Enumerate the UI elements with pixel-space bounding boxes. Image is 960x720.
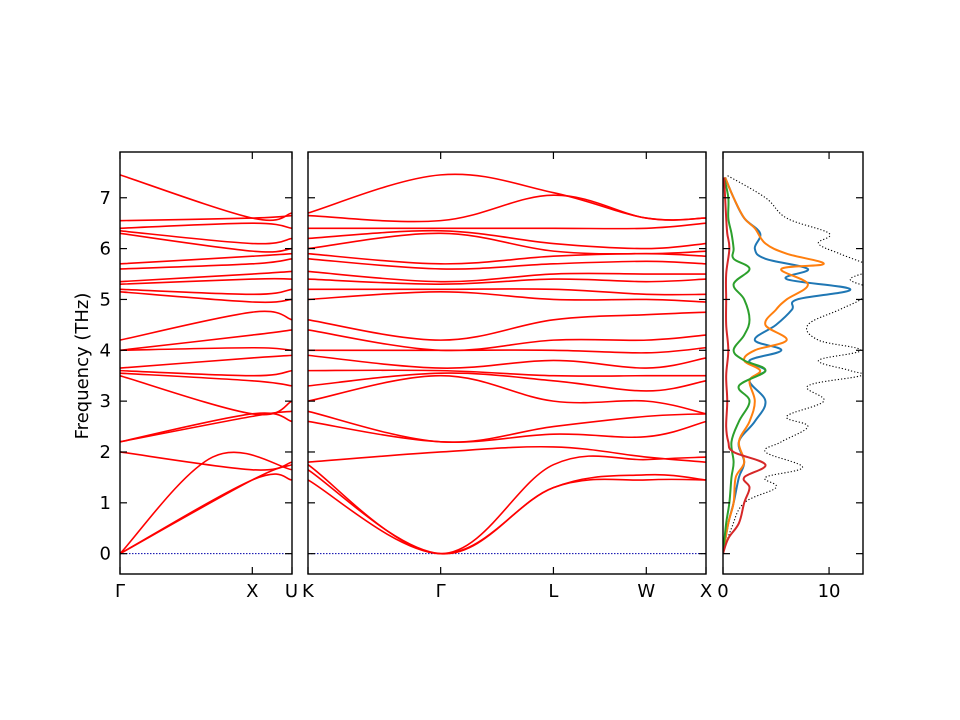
phonon-band — [308, 346, 707, 354]
phonon-band — [119, 410, 293, 443]
total-dos-curve — [723, 174, 863, 554]
phonon-band — [119, 291, 293, 304]
axis-ticks-middle — [307, 152, 707, 574]
x-tick-label: Γ — [115, 581, 125, 602]
phonon-band — [119, 232, 293, 253]
phonon-band — [119, 473, 293, 555]
phonon-band — [119, 329, 293, 352]
y-axis-title: Frequency (THz) — [72, 293, 93, 440]
phonon-band — [119, 372, 293, 387]
phonon-band — [119, 288, 293, 296]
phonon-band — [308, 288, 707, 296]
band-lines-left — [119, 174, 293, 555]
x-tick-label: Γ — [436, 581, 446, 602]
axes-frame-dos — [722, 151, 864, 575]
phonon-band — [307, 291, 707, 303]
x-tick-label: 10 — [818, 581, 841, 602]
phonon-band — [307, 278, 707, 285]
phonon-band — [307, 369, 706, 377]
phonon-band — [119, 346, 293, 352]
phonon-band — [307, 270, 706, 283]
phonon-band — [119, 369, 293, 377]
phonon-band — [307, 173, 707, 221]
x-tick-label: X — [246, 581, 258, 602]
phonon-band — [307, 329, 707, 352]
y-tick-label: 0 — [100, 544, 111, 565]
phonon-band — [119, 277, 293, 285]
phonon-band — [119, 451, 293, 471]
x-tick-label: K — [302, 581, 315, 602]
x-tick-label: L — [548, 581, 558, 602]
x-tick-label: U — [285, 581, 298, 602]
band-lines-middle — [307, 173, 707, 555]
phonon-band — [119, 257, 293, 270]
axis-ticks-dos — [722, 152, 863, 574]
phonon-band — [119, 374, 293, 416]
phonon-band — [119, 451, 293, 555]
phonon-band — [119, 174, 293, 222]
dos-panel — [722, 151, 864, 575]
axes-frame-left — [119, 151, 293, 575]
phonon-band — [119, 354, 293, 369]
partial-dos-curve — [723, 177, 825, 554]
phonon-band — [119, 252, 293, 265]
phonon-band — [307, 257, 707, 270]
y-tick-label: 2 — [100, 442, 111, 463]
phonon-band — [119, 270, 293, 283]
y-tick-label: 4 — [100, 340, 111, 361]
y-tick-label: 1 — [100, 493, 111, 514]
y-tick-label: 7 — [100, 188, 111, 209]
axes-frame-middle — [307, 151, 707, 575]
phonon-band — [307, 222, 707, 230]
partial-dos-curve — [723, 177, 767, 554]
y-tick-label: 6 — [100, 239, 111, 260]
x-tick-label: W — [637, 581, 655, 602]
phonon-band — [307, 229, 707, 250]
x-tick-labels: Γ X U K Γ L W X 0 10 — [115, 581, 841, 602]
x-tick-label: X — [700, 581, 712, 602]
phonon-band — [119, 222, 293, 230]
phonon-band — [307, 374, 707, 415]
phonon-band — [119, 310, 293, 341]
phonon-band — [307, 420, 707, 443]
phonon-band — [119, 230, 293, 245]
phonon-band — [307, 354, 707, 369]
phonon-band — [307, 372, 707, 392]
x-tick-label: 0 — [717, 581, 728, 602]
phonon-band — [307, 445, 707, 463]
phonon-band — [307, 311, 707, 341]
band-panel-gamma-x-u — [119, 151, 293, 575]
band-panel-k-gamma-l-w-x — [307, 151, 707, 575]
phonon-band — [307, 410, 707, 443]
phonon-band — [307, 232, 707, 255]
y-tick-labels: 0 1 2 3 4 5 6 7 — [100, 188, 111, 565]
y-tick-label: 5 — [100, 289, 111, 310]
y-tick-label: 3 — [100, 391, 111, 412]
phonon-band — [307, 455, 707, 555]
phonon-band — [119, 412, 293, 443]
